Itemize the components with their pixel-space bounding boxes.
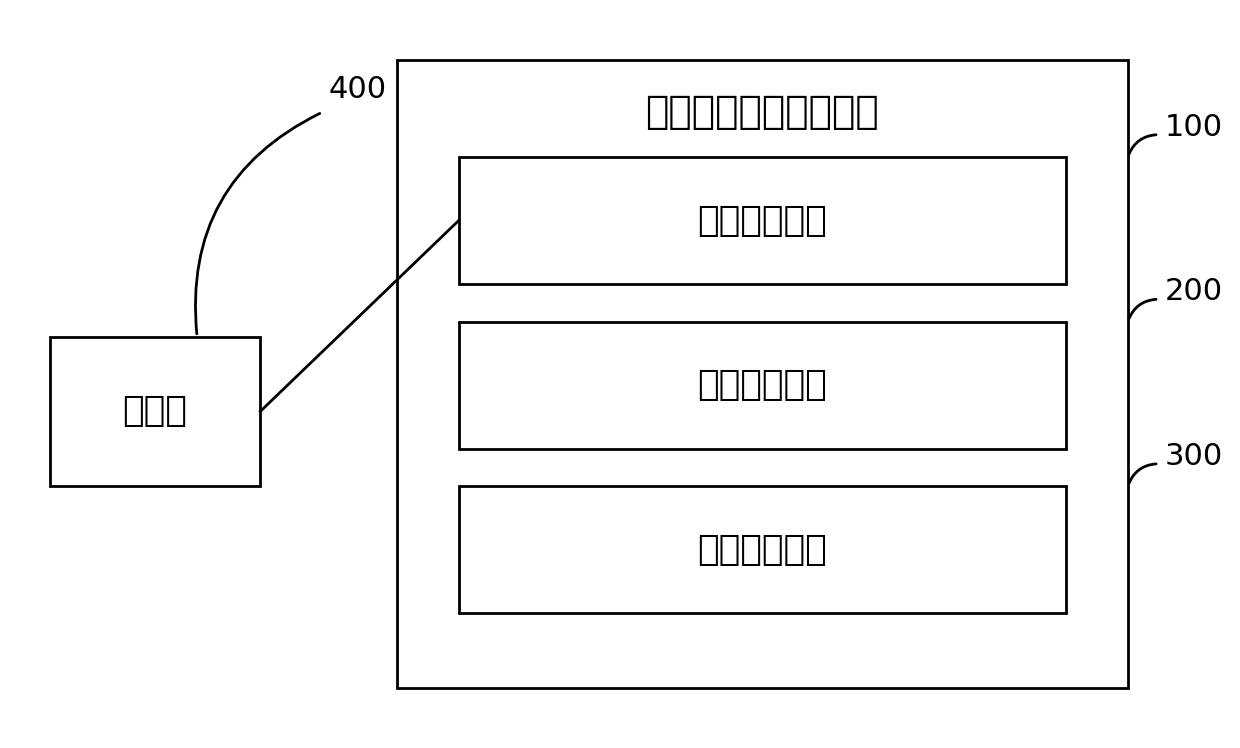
Text: 400: 400	[329, 76, 387, 104]
Text: 300: 300	[1166, 442, 1224, 470]
Bar	[459, 322, 1066, 449]
Text: 数据输出单元: 数据输出单元	[697, 533, 827, 567]
Text: 联轴器: 联轴器	[123, 394, 187, 429]
Bar	[397, 60, 1128, 688]
Text: 200: 200	[1166, 278, 1223, 306]
Bar	[50, 337, 260, 486]
Text: 100: 100	[1166, 113, 1223, 141]
Text: 数据采集单元: 数据采集单元	[697, 203, 827, 238]
Bar	[459, 486, 1066, 613]
Text: 联轴器对轮找中心装置: 联轴器对轮找中心装置	[645, 94, 879, 131]
Bar	[459, 157, 1066, 284]
Text: 数据处理单元: 数据处理单元	[697, 368, 827, 402]
